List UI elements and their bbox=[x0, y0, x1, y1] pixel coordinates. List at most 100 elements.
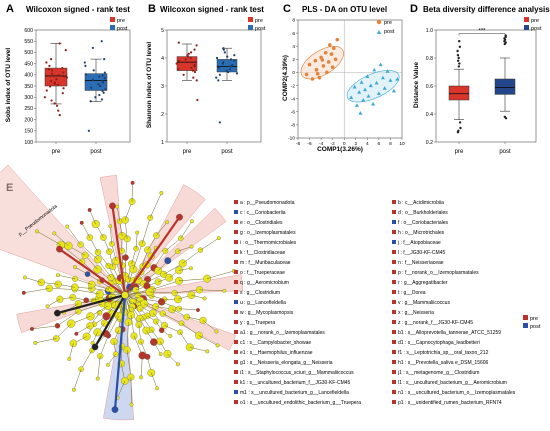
panel-d-xtick-post: post bbox=[499, 149, 511, 155]
branch bbox=[162, 313, 182, 324]
outlier-point bbox=[456, 54, 460, 57]
data-point bbox=[227, 70, 230, 74]
data-point bbox=[61, 66, 64, 70]
taxa-legend-swatch bbox=[234, 400, 238, 404]
data-point bbox=[229, 65, 232, 68]
branch bbox=[111, 243, 117, 261]
outlier-point bbox=[457, 56, 460, 60]
point-post bbox=[349, 95, 354, 99]
point-post bbox=[374, 80, 379, 85]
taxa-legend-swatch bbox=[234, 300, 238, 304]
taxa-legend-swatch bbox=[234, 210, 238, 214]
data-point bbox=[58, 114, 61, 117]
point-pre bbox=[333, 57, 338, 62]
data-point bbox=[57, 109, 60, 112]
point-post bbox=[382, 86, 387, 90]
taxa-legend-swatch bbox=[392, 360, 396, 364]
point-pre bbox=[323, 50, 328, 55]
taxa-legend-entry: c : c__Coriobacteriia bbox=[240, 210, 286, 216]
branch bbox=[74, 289, 100, 295]
panel-b-legend: pre post bbox=[248, 17, 266, 32]
y-tick-label: 200 bbox=[24, 117, 33, 123]
data-point bbox=[102, 91, 105, 94]
branch bbox=[202, 320, 217, 332]
taxa-legend-entry: o : f__Trueperaceae bbox=[240, 270, 285, 276]
data-point bbox=[98, 93, 101, 97]
tree-node bbox=[95, 376, 100, 381]
y-tick-label: 2 bbox=[161, 112, 164, 118]
taxa-legend-swatch bbox=[234, 270, 238, 274]
data-point bbox=[186, 55, 190, 58]
point-post bbox=[365, 74, 370, 78]
y-tick-label: 4 bbox=[292, 44, 295, 50]
cladogram bbox=[0, 164, 244, 421]
branch bbox=[140, 355, 143, 378]
taxa-legend-entry: d1 : s__Capnocytophaga_leadbetteri bbox=[398, 340, 480, 346]
panel-b-plot: 1 2 3 4 5 bbox=[161, 28, 262, 146]
taxa-legend-swatch bbox=[234, 360, 238, 364]
box-post bbox=[494, 78, 516, 95]
tree-node bbox=[135, 230, 140, 235]
taxa-legend-swatch bbox=[392, 270, 396, 274]
tree-node bbox=[35, 229, 40, 234]
taxa-legend-entry: i : o__Thermomicrobiales bbox=[240, 240, 297, 246]
data-point bbox=[225, 69, 228, 72]
data-point bbox=[83, 61, 86, 64]
taxa-legend-swatch bbox=[234, 230, 238, 234]
y-tick-label: 8 bbox=[292, 18, 295, 24]
branch bbox=[177, 246, 192, 252]
y-tick-label: 0 bbox=[292, 70, 295, 76]
tree-node bbox=[71, 387, 76, 392]
branch bbox=[174, 289, 200, 294]
highlight-node bbox=[111, 406, 119, 413]
branch bbox=[152, 280, 180, 290]
tree-node bbox=[91, 220, 100, 229]
data-point bbox=[190, 66, 193, 69]
taxa-legend-swatch bbox=[234, 330, 238, 334]
tree-node bbox=[165, 273, 174, 282]
tree-node bbox=[205, 349, 210, 354]
data-point bbox=[184, 58, 187, 61]
data-point bbox=[182, 73, 185, 76]
y-tick-label: -6 bbox=[291, 109, 296, 115]
clade-highlight bbox=[0, 164, 126, 296]
taxa-legend-entry: k1 : s__uncultured_bacterium_f__JG30-KF-… bbox=[240, 380, 351, 386]
legend-post-swatch bbox=[110, 25, 115, 30]
highlight-node bbox=[91, 343, 99, 351]
data-point bbox=[100, 98, 103, 101]
box-pre bbox=[176, 56, 198, 71]
point-pre bbox=[317, 75, 322, 80]
box-post bbox=[84, 73, 108, 91]
data-point bbox=[195, 79, 198, 82]
branch bbox=[105, 314, 116, 334]
taxa-legend-swatch bbox=[392, 310, 396, 314]
point-post bbox=[361, 97, 366, 102]
taxa-legend-swatch bbox=[392, 330, 396, 334]
taxa-legend-swatch bbox=[392, 220, 396, 224]
tree-node bbox=[129, 265, 138, 274]
data-point bbox=[231, 63, 234, 67]
y-tick-label: -2 bbox=[291, 83, 296, 89]
panel-a-ylabel: Sobs index of OTU level bbox=[5, 48, 12, 123]
data-point bbox=[45, 89, 48, 92]
branch bbox=[107, 354, 116, 365]
tree-node bbox=[22, 275, 27, 280]
data-point bbox=[84, 73, 88, 76]
taxa-legend-swatch bbox=[392, 380, 396, 384]
plot-frame bbox=[166, 29, 262, 143]
taxa-legend-swatch bbox=[392, 400, 396, 404]
branch bbox=[80, 244, 98, 260]
outlier-point bbox=[458, 40, 461, 43]
x-tick-label: -4 bbox=[319, 141, 324, 147]
branch bbox=[200, 237, 219, 251]
legend-post-marker bbox=[376, 30, 382, 34]
outlier-point bbox=[504, 117, 508, 120]
legend-pre-label: pre bbox=[117, 18, 125, 24]
highlight-node bbox=[176, 213, 183, 221]
branch bbox=[161, 301, 180, 309]
data-point bbox=[192, 76, 195, 79]
data-point bbox=[226, 55, 229, 58]
taxa-legend-entry: a1 : g__norank_o__Izemoplasmatales bbox=[240, 330, 325, 336]
data-point bbox=[53, 102, 56, 105]
point-pre bbox=[315, 71, 320, 76]
